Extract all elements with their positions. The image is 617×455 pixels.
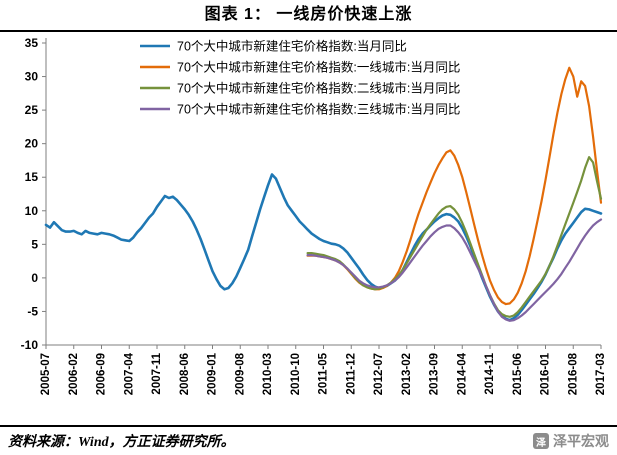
x-tick-label: 2014-04 bbox=[456, 352, 468, 395]
x-tick-label: 2007-04 bbox=[123, 352, 135, 395]
y-tick-label: -10 bbox=[21, 338, 39, 352]
x-tick-label: 2008-06 bbox=[179, 353, 191, 395]
zeping-logo-icon: 泽 bbox=[533, 433, 549, 449]
x-tick-label: 2015-06 bbox=[512, 353, 524, 395]
x-tick-label: 2009-01 bbox=[207, 352, 219, 395]
series-line-3 bbox=[306, 218, 603, 322]
figure-title: 图表 1： 一线房价快速上涨 bbox=[204, 6, 413, 23]
figure-footer: 资料来源：Wind，方正证券研究所。 泽 泽平宏观 bbox=[0, 425, 617, 455]
x-tick-label: 2017-03 bbox=[595, 353, 607, 395]
y-tick-label: 10 bbox=[25, 204, 39, 218]
zeping-logo-char: 泽 bbox=[536, 437, 546, 449]
y-tick-label: 25 bbox=[25, 103, 39, 117]
legend-label-3: 70个大中城市新建住宅价格指数:三线城市:当月同比 bbox=[177, 102, 460, 117]
x-tick-label: 2016-08 bbox=[567, 352, 579, 395]
x-tick-label: 2006-02 bbox=[68, 353, 80, 395]
x-tick-label: 2011-05 bbox=[318, 352, 330, 394]
x-tick-label: 2012-07 bbox=[373, 353, 385, 395]
x-tick-label: 2016-01 bbox=[540, 352, 552, 395]
y-tick-label: 35 bbox=[25, 36, 39, 50]
y-tick-label: 20 bbox=[25, 137, 39, 151]
x-tick-label: 2010-03 bbox=[262, 353, 274, 395]
source-note: 资料来源：Wind，方正证券研究所。 bbox=[8, 435, 235, 450]
x-tick-label: 2007-11 bbox=[151, 352, 163, 394]
x-tick-label: 2010-10 bbox=[290, 353, 302, 395]
legend-label-2: 70个大中城市新建住宅价格指数:二线城市:当月同比 bbox=[177, 81, 460, 96]
y-tick-label: -5 bbox=[27, 304, 38, 318]
legend-label-0: 70个大中城市新建住宅价格指数:当月同比 bbox=[177, 39, 407, 54]
watermark: 泽 泽平宏观 bbox=[533, 431, 609, 451]
chart-svg: -10 -5 0 5 10 15 20 25 30 35 2005-07 2006-02 2006-09… bbox=[21, 36, 607, 395]
legend-label-1: 70个大中城市新建住宅价格指数:一线城市:当月同比 bbox=[177, 60, 460, 75]
y-tick-label: 5 bbox=[31, 237, 38, 251]
x-tick-label: 2005-07 bbox=[40, 353, 52, 395]
series-line-2 bbox=[306, 155, 603, 318]
x-tick-label: 2013-02 bbox=[401, 353, 413, 395]
y-tick-label: 0 bbox=[31, 271, 38, 285]
x-tick-label: 2011-12 bbox=[345, 353, 357, 395]
x-tick-label: 2014-11 bbox=[484, 352, 496, 394]
series-line-0 bbox=[44, 173, 603, 322]
figure-title-bar: 图表 1： 一线房价快速上涨 bbox=[0, 0, 617, 32]
watermark-text: 泽平宏观 bbox=[553, 433, 609, 449]
y-tick-label: 15 bbox=[25, 170, 39, 184]
x-tick-label: 2009-08 bbox=[234, 352, 246, 395]
x-tick-label: 2006-09 bbox=[96, 353, 108, 395]
x-tick-label: 2013-09 bbox=[429, 353, 441, 395]
y-tick-label: 30 bbox=[25, 70, 39, 84]
